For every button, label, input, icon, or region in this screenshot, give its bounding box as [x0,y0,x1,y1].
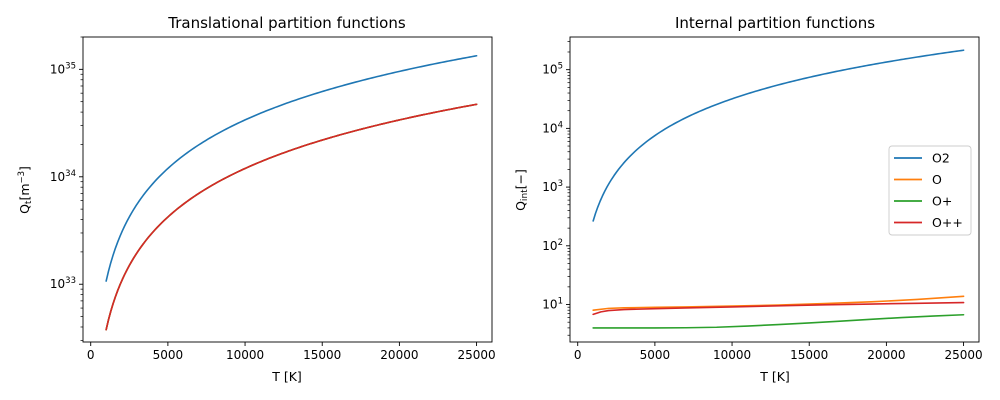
y-axis-label-unit-close: −] [513,169,528,184]
y-axis-label-unit-close: ] [17,166,32,171]
axes-frame [82,36,493,343]
y-tick-label: 102 [542,238,563,253]
y-axis-label: Qint[−] [513,169,530,211]
y-tick-label: 104 [542,120,563,135]
y-tick-label: 1034 [50,169,76,184]
series-line-o [592,295,965,312]
series-line-o2 [105,54,478,282]
x-axis-label: T [K] [759,369,790,384]
plot-internal: Internal partition functions 0 5000 10000 1… [513,14,983,384]
x-tick-label: 15000 [790,348,828,362]
x-tick-label: 20000 [380,348,418,362]
x-tick-label: 25000 [944,348,982,362]
legend-label: O+ [932,194,952,209]
legend-entry: O [894,172,942,187]
x-tick-label: 0 [574,348,582,362]
y-axis-label-unit: [m [17,183,32,200]
legend-entry: O+ [894,194,952,209]
y-axis-label-base: Q [513,201,528,211]
legend-entry: O2 [894,151,950,166]
legend-label: O2 [932,151,950,166]
series-line-oplus [105,103,478,331]
x-tick-label: 5000 [153,348,184,362]
series-line-oplusplus [105,103,478,331]
series-line-oplus [592,313,965,329]
x-tick-label: 10000 [713,348,751,362]
x-tick-label: 15000 [303,348,341,362]
y-axis-label-base: Q [17,204,32,214]
series-line-o2 [592,49,965,222]
y-tick-label: 101 [542,297,563,312]
x-tick-label: 25000 [457,348,495,362]
y-tick-label: 1033 [50,276,76,291]
legend-label: O [932,172,942,187]
y-axis-label: Qt[m−3] [17,166,34,214]
y-axis-label-unit-sup: −3 [17,171,27,184]
x-tick-label: 0 [87,348,95,362]
series-line-o [105,103,478,331]
plot-translational: Translational partition functions 0 5000 1… [17,14,496,384]
legend-box [888,145,972,236]
y-axis-label-sub: t [24,200,34,204]
legend: O2 O O+ O++ [888,145,972,236]
plot-title: Internal partition functions [675,14,875,32]
x-tick-label: 10000 [226,348,264,362]
legend-label: O++ [932,215,963,230]
x-axis-label: T [K] [271,369,302,384]
series-line-oplusplus [592,301,965,316]
y-tick-label: 1035 [50,61,76,76]
y-axis-label-sub: int [520,189,530,201]
legend-entry: O++ [894,215,963,230]
y-tick-label: 103 [542,179,563,194]
x-tick-label: 5000 [640,348,671,362]
y-axis-label-unit: [ [513,184,528,189]
x-tick-label: 20000 [867,348,905,362]
y-tick-label: 105 [542,62,563,77]
plot-title: Translational partition functions [167,14,406,32]
